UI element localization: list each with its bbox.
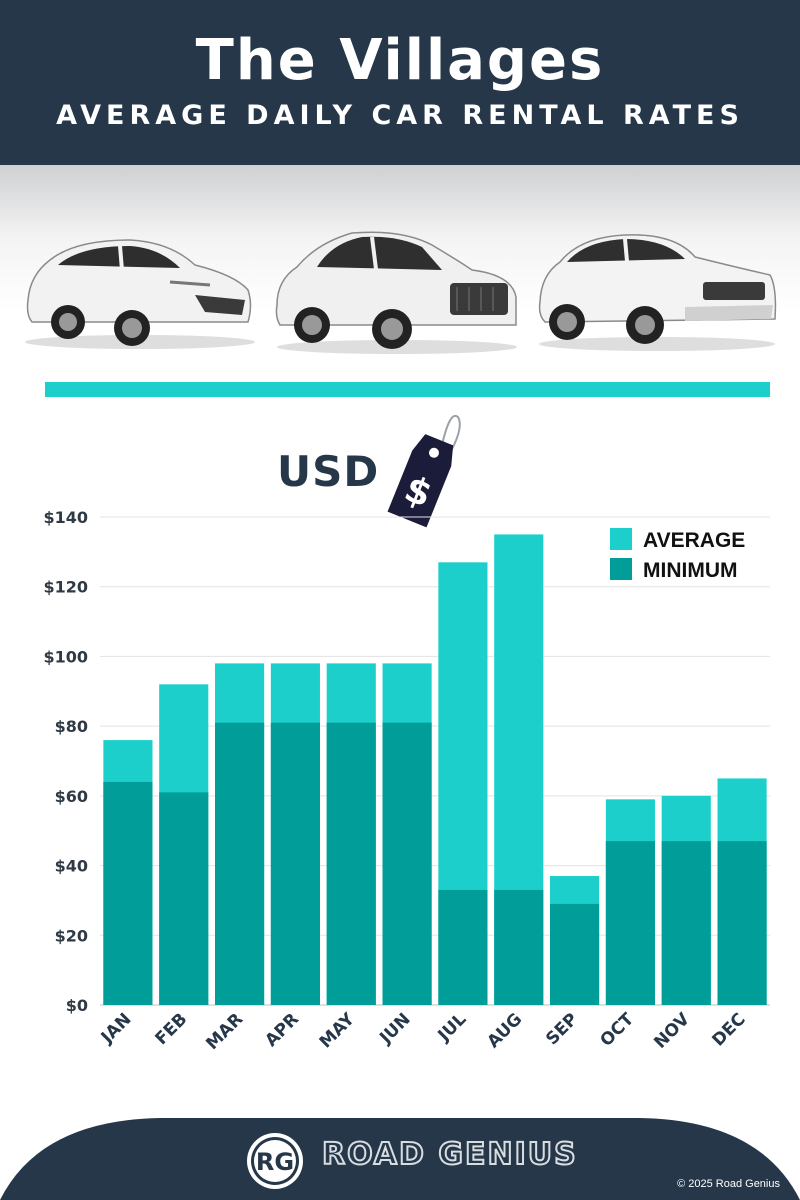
x-axis-ticks: JAN FEB MAR APR MAY JUN JUL AUG SEP OCT NOV DEC	[97, 1009, 750, 1054]
road-genius-logo-icon: RG	[247, 1133, 303, 1189]
bar-minimum-mar	[215, 722, 265, 1005]
x-tick-label: AUG	[484, 1009, 527, 1052]
divider-bar	[45, 382, 770, 397]
footer-band	[0, 1118, 800, 1200]
x-tick-label: JUL	[434, 1009, 471, 1046]
bar-chart: $0 $20 $40 $60 $80 $100 $120 $140 JAN FEB MAR APR M…	[43, 508, 770, 1054]
x-tick-label: NOV	[650, 1009, 694, 1053]
legend-label-minimum: MINIMUM	[643, 559, 737, 582]
copyright-text: © 2025 Road Genius	[677, 1178, 780, 1190]
page-title: The Villages	[195, 28, 605, 93]
bar-minimum-jul	[438, 889, 488, 1005]
brand-name: ROAD GENIUS	[321, 1136, 578, 1173]
y-axis-ticks: $0 $20 $40 $60 $80 $100 $120 $140	[43, 508, 88, 1015]
x-tick-label: MAR	[202, 1009, 247, 1054]
x-tick-label: JUN	[375, 1009, 414, 1048]
luxury-suv-car-icon	[538, 234, 777, 351]
page-subtitle: AVERAGE DAILY CAR RENTAL RATES	[56, 100, 744, 131]
chart-bars	[103, 534, 767, 1005]
price-tag-icon: $	[387, 414, 461, 528]
bar-minimum-aug	[494, 889, 544, 1005]
cars-banner	[0, 165, 800, 375]
y-tick-label: $120	[43, 578, 88, 597]
bar-minimum-dec	[717, 841, 767, 1005]
x-tick-label: FEB	[152, 1009, 192, 1049]
chart-grid	[100, 516, 770, 1006]
x-tick-label: MAY	[316, 1009, 359, 1052]
bar-minimum-sep	[550, 903, 600, 1005]
y-tick-label: $60	[55, 787, 88, 806]
hatchback-car-icon	[25, 239, 255, 349]
legend-swatch-average	[610, 528, 632, 550]
bar-minimum-jun	[382, 722, 432, 1005]
logo-initials: RG	[256, 1148, 294, 1176]
bar-minimum-nov	[661, 841, 711, 1005]
x-tick-label: OCT	[597, 1009, 639, 1051]
bar-minimum-jan	[103, 781, 153, 1005]
bar-minimum-apr	[270, 722, 320, 1005]
bar-minimum-may	[326, 722, 376, 1005]
x-tick-label: DEC	[708, 1009, 749, 1050]
x-tick-label: SEP	[542, 1009, 582, 1049]
bar-minimum-oct	[605, 841, 655, 1005]
chart-legend: AVERAGE MINIMUM	[610, 528, 745, 582]
currency-label: USD	[277, 447, 380, 496]
y-tick-label: $20	[55, 926, 88, 945]
bar-minimum-feb	[159, 792, 209, 1005]
y-tick-label: $100	[43, 647, 88, 666]
header: The Villages AVERAGE DAILY CAR RENTAL RA…	[0, 0, 800, 165]
suv-car-icon	[275, 231, 517, 354]
legend-swatch-minimum	[610, 558, 632, 580]
y-tick-label: $0	[66, 996, 88, 1015]
y-tick-label: $40	[55, 857, 88, 876]
y-tick-label: $80	[55, 717, 88, 736]
x-tick-label: JAN	[97, 1009, 136, 1048]
legend-label-average: AVERAGE	[643, 529, 745, 552]
y-tick-label: $140	[43, 508, 88, 527]
x-tick-label: APR	[261, 1009, 303, 1051]
